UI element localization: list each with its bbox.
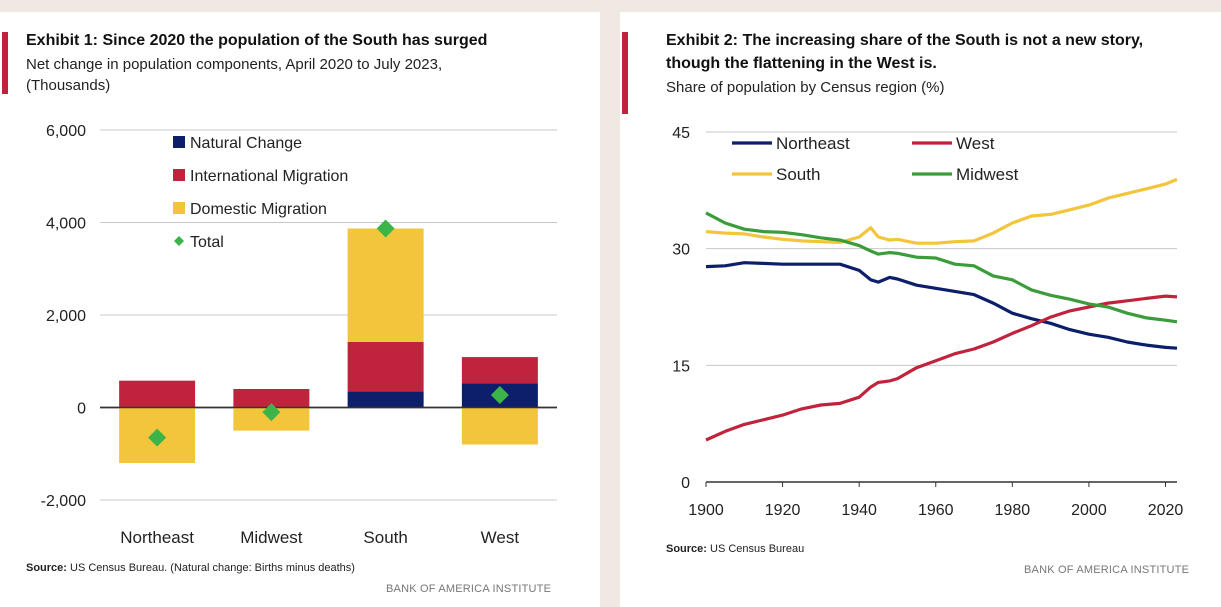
exhibit-2-source: Source: US Census Bureau — [666, 543, 804, 555]
exhibit-2-source-label: Source: — [666, 543, 707, 555]
x-tick-label-northeast: Northeast — [120, 528, 194, 547]
exhibit-1-brand: BANK OF AMERICA INSTITUTE — [386, 583, 552, 595]
legend-swatch-natural-change — [173, 136, 185, 148]
bar-northeast-international-migration — [119, 380, 196, 408]
legend-label-domestic-migration: Domestic Migration — [190, 201, 327, 218]
y-tick-label-0: 0 — [77, 401, 86, 418]
bar-west-domestic-migration — [461, 407, 538, 445]
legend-swatch-international-migration — [173, 169, 185, 181]
exhibit-1-subtitle-line-1: Net change in population components, Apr… — [26, 56, 443, 73]
x-tick-label-1960: 1960 — [918, 502, 954, 519]
y-tick-label-4-000: 4,000 — [46, 216, 86, 233]
y-tick-label-45: 45 — [672, 125, 690, 142]
y-tick-label-2-000: -2,000 — [41, 493, 86, 510]
legend-swatch-total — [174, 236, 184, 246]
exhibit-2-title-line-1: Exhibit 2: The increasing share of the S… — [666, 32, 1144, 49]
legend-swatch-domestic-migration — [173, 202, 185, 214]
exhibit-1-accent-bar — [2, 32, 8, 94]
legend-label-northeast: Northeast — [776, 134, 850, 153]
total-marker-west — [490, 386, 509, 405]
line-series-west — [705, 294, 1178, 442]
exhibit-2-line-chart: 45 30 15 0 1900 1920 1940 1960 1980 2000 2020 North… — [672, 125, 1184, 519]
y-tick-label-15: 15 — [672, 358, 690, 375]
x-tick-label-midwest: Midwest — [240, 528, 303, 547]
x-tick-label-1920: 1920 — [765, 502, 801, 519]
legend-label-international-migration: International Migration — [190, 168, 348, 185]
x-tick-label-south: South — [363, 528, 407, 547]
y-tick-label-6-000: 6,000 — [46, 123, 86, 140]
y-tick-label-2-000: 2,000 — [46, 308, 86, 325]
exhibit-2-panel: Exhibit 2: The increasing share of the S… — [620, 12, 1221, 607]
exhibit-1-bar-chart: 6,000 4,000 2,000 0 -2,000 Northeast Midwest So… — [41, 123, 557, 547]
bar-south-domestic-migration — [347, 228, 424, 342]
exhibit-2-subtitle: Share of population by Census region (%) — [666, 79, 945, 96]
exhibit-1-panel: Exhibit 1: Since 2020 the population of … — [0, 12, 600, 607]
bar-south-natural-change — [347, 391, 424, 408]
legend-label-natural-change: Natural Change — [190, 135, 302, 152]
line-series-midwest — [705, 211, 1178, 324]
x-tick-label-1980: 1980 — [995, 502, 1031, 519]
exhibit-2-title-line-2: though the flattening in the West is. — [666, 55, 937, 72]
legend-label-west: West — [956, 134, 995, 153]
bar-midwest-international-migration — [233, 389, 310, 408]
total-marker-northeast — [148, 428, 167, 447]
line-series-northeast — [705, 261, 1178, 350]
line-series-south — [705, 177, 1178, 245]
exhibit-1-title: Exhibit 1: Since 2020 the population of … — [26, 32, 488, 49]
y-tick-label-30: 30 — [672, 242, 690, 259]
x-tick-label-west: West — [481, 528, 520, 547]
bar-south-international-migration — [347, 341, 424, 392]
legend-label-total: Total — [190, 234, 224, 251]
exhibit-1-source-label: Source: — [26, 562, 67, 574]
legend-label-midwest: Midwest — [956, 165, 1019, 184]
x-tick-label-2020: 2020 — [1148, 502, 1184, 519]
total-marker-midwest — [262, 403, 281, 422]
x-tick-label-2000: 2000 — [1071, 502, 1107, 519]
exhibit-1-source-text: US Census Bureau. (Natural change: Birth… — [66, 562, 355, 574]
bar-west-international-migration — [461, 357, 538, 384]
exhibit-1-subtitle-line-2: (Thousands) — [26, 77, 111, 94]
x-tick-label-1940: 1940 — [841, 502, 877, 519]
total-marker-south — [376, 219, 395, 238]
x-tick-label-1900: 1900 — [688, 502, 724, 519]
exhibit-2-source-text: US Census Bureau — [706, 543, 805, 555]
exhibit-2-brand: BANK OF AMERICA INSTITUTE — [1024, 564, 1190, 576]
exhibit-2-accent-bar — [622, 32, 628, 114]
legend-label-south: South — [776, 165, 820, 184]
y-tick-label-0: 0 — [681, 475, 690, 492]
exhibit-1-source: Source: US Census Bureau. (Natural chang… — [26, 562, 355, 574]
